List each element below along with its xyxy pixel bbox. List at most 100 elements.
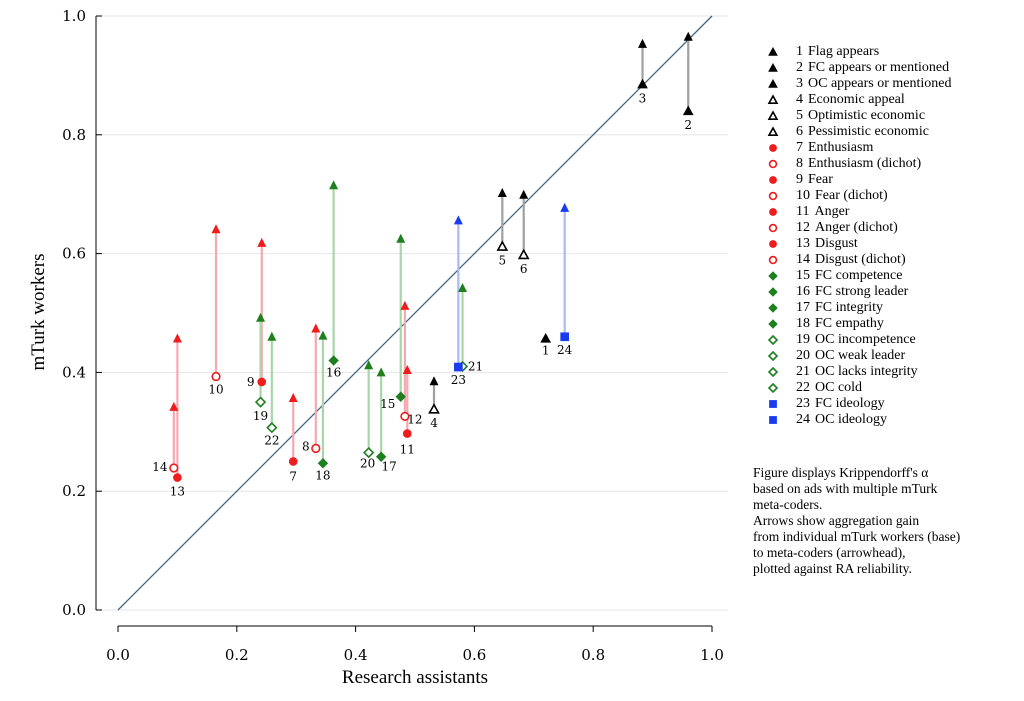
note-line: plotted against RA reliability. [753, 561, 912, 576]
legend-number: 2 [796, 60, 803, 75]
legend-item: 20 OC weak leader [766, 348, 1016, 364]
scatter-plot: 0.00.20.40.60.81.00.0 0.2 0.4 0.6 0.8 1.0 123… [28, 7, 728, 688]
marker-8 [311, 443, 321, 454]
point-label: 21 [468, 359, 483, 373]
legend-marker-icon [768, 46, 778, 56]
point-label: 11 [400, 443, 415, 457]
legend-marker [768, 62, 778, 72]
gridlines [102, 15, 728, 611]
arrowhead [172, 333, 182, 343]
x-tick-label: 0.8 [581, 646, 605, 664]
marker-17 [375, 451, 387, 462]
legend-label: Optimistic economic [808, 108, 926, 123]
legend-number: 19 [796, 332, 810, 347]
figure-note: Figure displays Krippendorff's α based o… [753, 465, 1013, 577]
point-label: 9 [247, 375, 255, 389]
note-line: based on ads with multiple mTurk [753, 481, 938, 496]
legend-marker [767, 94, 779, 104]
legend-marker [768, 78, 778, 88]
point-label: 24 [557, 343, 573, 357]
marker-2 [682, 105, 694, 116]
legend-item: 22 OC cold [766, 380, 1016, 396]
point-label: 19 [253, 409, 268, 423]
point-label: 8 [302, 439, 310, 453]
marker-3 [637, 78, 648, 89]
legend-number: 8 [796, 156, 803, 171]
legend: 1 Flag appears 2 FC appears or mentioned 3 OC… [766, 44, 1016, 428]
arrowhead [402, 365, 412, 375]
legend-label: Anger (dichot) [815, 220, 898, 235]
legend-marker [769, 144, 777, 152]
marker-23 [454, 362, 463, 372]
legend-item: 2 FC appears or mentioned [766, 60, 1016, 76]
legend-marker-icon [768, 78, 778, 88]
legend-number: 20 [796, 348, 810, 363]
legend-marker-icon [767, 110, 779, 120]
arrowhead [288, 392, 298, 402]
point-label: 14 [152, 460, 168, 474]
legend-marker-icon [768, 191, 778, 201]
arrowhead [429, 376, 439, 386]
legend-marker-icon [769, 240, 777, 248]
legend-number: 6 [796, 124, 803, 139]
legend-label: OC incompetence [815, 332, 916, 347]
legend-label: Anger [814, 204, 850, 219]
x-axis-title: Research assistants [342, 667, 488, 688]
legend-label: OC ideology [815, 412, 887, 427]
legend-number: 10 [796, 188, 810, 203]
legend-item: 13 Disgust [766, 236, 1016, 252]
note-line: Figure displays Krippendorff's α [753, 465, 929, 480]
x-tick-label: 0.6 [462, 646, 486, 664]
point-label: 15 [380, 397, 395, 411]
markers [169, 31, 694, 482]
legend-label: Flag appears [808, 44, 880, 59]
legend-item: 4 Economic appeal [766, 92, 1016, 108]
legend-marker [767, 110, 779, 120]
legend-label: Fear (dichot) [815, 188, 888, 203]
legend-marker-icon [768, 287, 778, 297]
diagonal-line [117, 15, 713, 611]
note-line: from individual mTurk workers (base) [753, 529, 961, 544]
legend-item: 21 OC lacks integrity [766, 364, 1016, 380]
marker-24 [560, 332, 570, 342]
legend-label: OC appears or mentioned [808, 76, 952, 91]
arrowhead [638, 38, 648, 48]
x-tick-label: 1.0 [700, 646, 724, 664]
legend-marker [769, 400, 777, 408]
axes: 0.0 0.2 0.4 0.6 0.8 1.0 0.0 0.2 0.4 0.6 0.8 1.0 [62, 7, 724, 664]
legend-marker [768, 46, 778, 56]
legend-marker [769, 208, 777, 216]
legend-item: 10 Fear (dichot) [766, 188, 1016, 204]
legend-marker [768, 319, 778, 329]
point-label: 7 [289, 470, 297, 484]
legend-marker [767, 126, 779, 136]
legend-marker-icon [769, 176, 777, 184]
legend-marker-icon [768, 62, 778, 72]
marker-18 [317, 458, 329, 469]
point-label: 13 [170, 485, 185, 499]
legend-item: 15 FC competence [766, 268, 1016, 284]
legend-label: Enthusiasm (dichot) [808, 156, 922, 171]
point-label: 17 [382, 460, 397, 474]
legend-label: Enthusiasm [808, 140, 874, 155]
legend-number: 13 [796, 236, 810, 251]
legend-label: OC cold [815, 380, 863, 395]
point-label: 3 [639, 91, 647, 105]
legend-item: 7 Enthusiasm [766, 140, 1016, 156]
marker-22 [266, 422, 278, 434]
y-tick-label: 1.0 [62, 7, 86, 25]
legend-marker [767, 382, 779, 394]
legend-marker [769, 176, 777, 184]
arrowhead [376, 367, 386, 377]
legend-marker-icon [769, 208, 777, 216]
marker-16 [328, 355, 339, 366]
legend-label: Disgust (dichot) [815, 252, 906, 267]
marker-20 [363, 446, 375, 459]
legend-number: 23 [796, 396, 810, 411]
arrowhead [364, 360, 374, 370]
legend-marker [767, 334, 779, 346]
marker-5 [496, 240, 509, 251]
note-line: meta-coders. [753, 497, 823, 512]
legend-label: FC integrity [815, 300, 884, 315]
